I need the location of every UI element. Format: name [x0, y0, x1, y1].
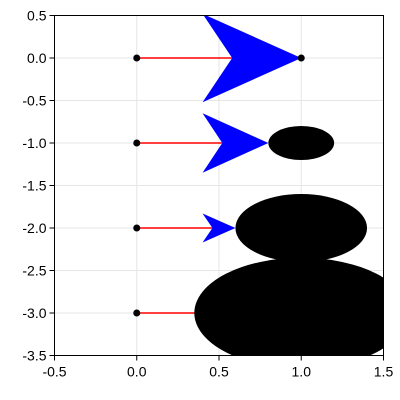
start-point — [133, 310, 140, 317]
x-tick-labels: -0.5 0.0 0.5 1.0 1.5 — [42, 364, 393, 380]
x-tick-label: 0.5 — [209, 364, 229, 380]
start-point — [133, 55, 140, 62]
endpoint-circle — [194, 258, 400, 369]
endpoint-circle — [235, 194, 367, 262]
start-point — [133, 225, 140, 232]
x-tick-label: 0.0 — [127, 364, 147, 380]
y-tick-label: -1.0 — [22, 135, 46, 151]
endpoint-circle — [268, 126, 334, 160]
x-tick-label: -0.5 — [42, 364, 66, 380]
y-tick-label: 0.0 — [27, 50, 47, 66]
x-tick-label: 1.5 — [374, 364, 394, 380]
y-tick-label: -2.0 — [22, 220, 46, 236]
y-tick-label: -0.5 — [22, 93, 46, 109]
y-tick-label: 0.5 — [27, 8, 47, 24]
y-tick-label: -3.5 — [22, 348, 46, 364]
end-point — [298, 55, 305, 62]
y-tick-label: -3.0 — [22, 305, 46, 321]
x-tick-label: 1.0 — [292, 364, 312, 380]
y-tick-label: -1.5 — [22, 178, 46, 194]
start-point — [133, 140, 140, 147]
y-tick-labels: 0.5 0.0 -0.5 -1.0 -1.5 -2.0 -2.5 -3.0 -3.5 — [22, 8, 46, 364]
y-tick-label: -2.5 — [22, 263, 46, 279]
